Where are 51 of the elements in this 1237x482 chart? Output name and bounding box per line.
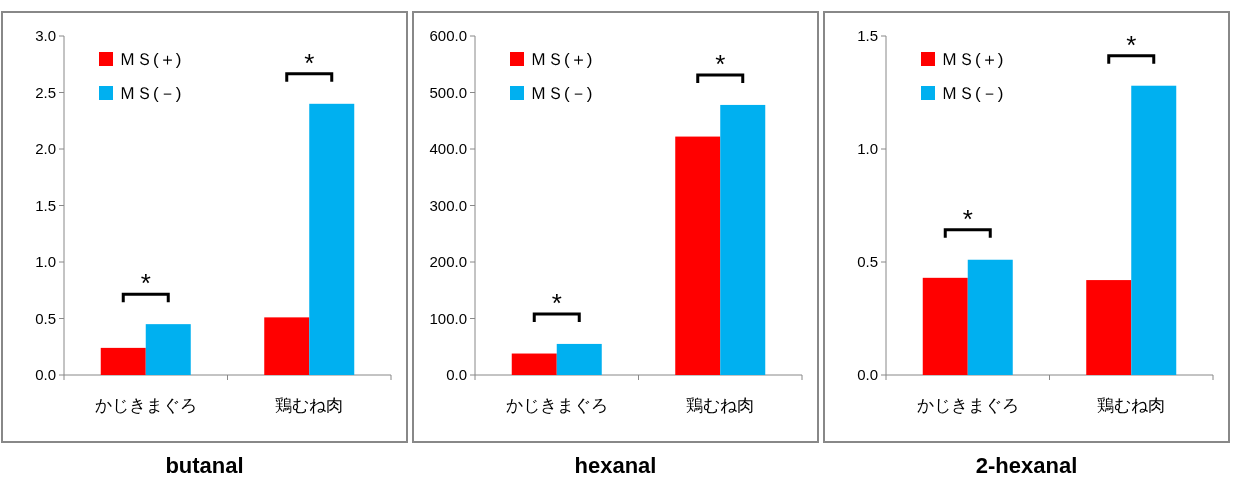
y-tick-label: 1.5 xyxy=(35,196,56,214)
text: hexanal xyxy=(574,453,657,478)
annotation: * xyxy=(962,203,973,234)
annotation: * xyxy=(715,48,726,79)
bar xyxy=(511,353,557,375)
y-tick-label: 2.0 xyxy=(35,140,56,157)
x-tick-label: 鶏むね肉 xyxy=(686,396,755,415)
legend-label: ＭＳ(－) xyxy=(941,84,1004,103)
x-tick-label: 鶏むね肉 xyxy=(275,396,344,415)
x-tick-label: かじきまぐろ xyxy=(505,396,608,415)
bar xyxy=(145,324,191,375)
y-tick-label: 200.0 xyxy=(429,253,467,270)
x-tick-label: かじきまぐろ xyxy=(916,396,1019,415)
legend-label: ＭＳ(－) xyxy=(530,84,593,103)
legend-label: ＭＳ(＋) xyxy=(119,50,182,69)
bar xyxy=(675,136,721,375)
legend-label: ＭＳ(－) xyxy=(119,84,182,103)
y-tick-label: 2.5 xyxy=(35,83,56,101)
bar xyxy=(309,103,355,375)
y-tick-label: 3.0 xyxy=(35,27,56,44)
annotation: * xyxy=(140,268,151,299)
legend-label: ＭＳ(＋) xyxy=(941,50,1004,69)
legend-label: ＭＳ(＋) xyxy=(530,50,593,69)
y-tick-label: 0.0 xyxy=(35,366,56,383)
y-tick-label: 1.0 xyxy=(35,253,56,270)
text: 2-hexanal xyxy=(975,453,1078,478)
bar xyxy=(720,104,766,375)
bar xyxy=(556,343,602,375)
y-tick-label: 1.5 xyxy=(857,27,878,44)
y-tick-label: 0.5 xyxy=(35,309,56,327)
annotation: * xyxy=(304,47,315,78)
text: butanal xyxy=(165,453,244,478)
bar xyxy=(1086,280,1132,375)
y-tick-label: 400.0 xyxy=(429,140,467,157)
bar xyxy=(1131,85,1177,375)
annotation: * xyxy=(1126,29,1137,60)
annotation: * xyxy=(551,287,562,318)
bar xyxy=(264,317,310,375)
x-tick-label: 鶏むね肉 xyxy=(1097,396,1166,415)
y-tick-label: 0.5 xyxy=(857,253,878,270)
y-tick-label: 0.0 xyxy=(857,366,878,383)
y-tick-label: 100.0 xyxy=(429,309,467,327)
bar xyxy=(922,277,968,375)
bar xyxy=(967,259,1013,375)
y-tick-label: 500.0 xyxy=(429,83,467,101)
x-tick-label: かじきまぐろ xyxy=(94,396,197,415)
y-tick-label: 600.0 xyxy=(429,27,467,44)
y-tick-label: 1.0 xyxy=(857,140,878,157)
y-tick-label: 0.0 xyxy=(446,366,467,383)
bar xyxy=(100,347,146,375)
y-tick-label: 300.0 xyxy=(429,196,467,214)
